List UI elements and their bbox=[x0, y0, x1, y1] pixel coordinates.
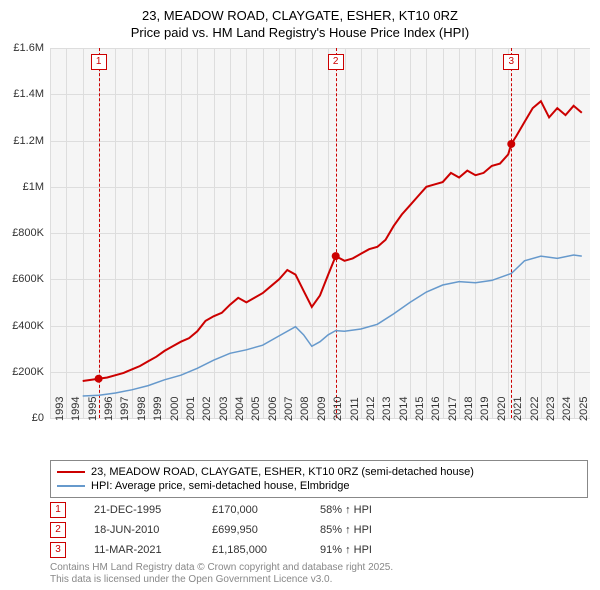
x-tick-label: 2016 bbox=[430, 397, 442, 421]
x-tick-label: 1995 bbox=[87, 397, 99, 421]
y-tick-label: £0 bbox=[0, 412, 44, 424]
x-tick-label: 2010 bbox=[332, 397, 344, 421]
x-tick-label: 2019 bbox=[479, 397, 491, 421]
sales-table: 1 21-DEC-1995 £170,000 58% ↑ HPI 2 18-JU… bbox=[50, 500, 420, 560]
sale-date: 11-MAR-2021 bbox=[94, 544, 184, 556]
sale-marker-icon: 1 bbox=[50, 502, 66, 518]
x-tick-label: 2000 bbox=[169, 397, 181, 421]
sale-marker-icon: 2 bbox=[50, 522, 66, 538]
y-tick-label: £1.4M bbox=[0, 88, 44, 100]
sales-row: 2 18-JUN-2010 £699,950 85% ↑ HPI bbox=[50, 520, 420, 540]
x-tick-label: 2018 bbox=[463, 397, 475, 421]
legend-swatch bbox=[57, 471, 85, 473]
x-tick-label: 2021 bbox=[512, 397, 524, 421]
sale-price: £699,950 bbox=[212, 524, 292, 536]
x-tick-label: 2008 bbox=[299, 397, 311, 421]
x-tick-label: 2023 bbox=[545, 397, 557, 421]
legend-swatch bbox=[57, 485, 85, 487]
x-tick-label: 1999 bbox=[152, 397, 164, 421]
x-tick-label: 2005 bbox=[250, 397, 262, 421]
legend-item: 23, MEADOW ROAD, CLAYGATE, ESHER, KT10 0… bbox=[57, 465, 581, 479]
title-line-1: 23, MEADOW ROAD, CLAYGATE, ESHER, KT10 0… bbox=[0, 8, 600, 25]
legend-label: 23, MEADOW ROAD, CLAYGATE, ESHER, KT10 0… bbox=[91, 466, 474, 478]
x-tick-label: 2007 bbox=[283, 397, 295, 421]
x-tick-label: 2011 bbox=[349, 397, 361, 421]
x-tick-label: 2009 bbox=[316, 397, 328, 421]
y-tick-label: £1.2M bbox=[0, 135, 44, 147]
legend-label: HPI: Average price, semi-detached house,… bbox=[91, 480, 349, 492]
x-tick-label: 2004 bbox=[234, 397, 246, 421]
legend: 23, MEADOW ROAD, CLAYGATE, ESHER, KT10 0… bbox=[50, 460, 588, 498]
sale-price: £1,185,000 bbox=[212, 544, 292, 556]
x-tick-label: 2001 bbox=[185, 397, 197, 421]
legend-item: HPI: Average price, semi-detached house,… bbox=[57, 479, 581, 493]
sale-date: 18-JUN-2010 bbox=[94, 524, 184, 536]
x-tick-label: 2014 bbox=[398, 397, 410, 421]
x-tick-label: 1997 bbox=[119, 397, 131, 421]
x-tick-label: 1996 bbox=[103, 397, 115, 421]
x-tick-label: 2020 bbox=[496, 397, 508, 421]
sale-marker-icon: 3 bbox=[50, 542, 66, 558]
sale-hpi: 91% ↑ HPI bbox=[320, 544, 420, 556]
x-tick-label: 2017 bbox=[447, 397, 459, 421]
x-tick-label: 2025 bbox=[578, 397, 590, 421]
x-tick-label: 1994 bbox=[70, 397, 82, 421]
x-tick-label: 2015 bbox=[414, 397, 426, 421]
chart-title: 23, MEADOW ROAD, CLAYGATE, ESHER, KT10 0… bbox=[0, 0, 600, 42]
footer-line-1: Contains HM Land Registry data © Crown c… bbox=[50, 562, 393, 574]
x-tick-label: 2024 bbox=[561, 397, 573, 421]
sales-row: 1 21-DEC-1995 £170,000 58% ↑ HPI bbox=[50, 500, 420, 520]
chart-lines bbox=[50, 48, 590, 418]
sale-hpi: 58% ↑ HPI bbox=[320, 504, 420, 516]
title-line-2: Price paid vs. HM Land Registry's House … bbox=[0, 25, 600, 42]
footer-attribution: Contains HM Land Registry data © Crown c… bbox=[50, 562, 393, 586]
x-tick-label: 2002 bbox=[201, 397, 213, 421]
y-tick-label: £1M bbox=[0, 181, 44, 193]
x-tick-label: 2022 bbox=[529, 397, 541, 421]
y-tick-label: £600K bbox=[0, 273, 44, 285]
chart-area: 123 £0£200K£400K£600K£800K£1M£1.2M£1.4M£… bbox=[50, 48, 590, 418]
y-tick-label: £800K bbox=[0, 227, 44, 239]
x-tick-label: 1993 bbox=[54, 397, 66, 421]
x-tick-label: 1998 bbox=[136, 397, 148, 421]
x-tick-label: 2012 bbox=[365, 397, 377, 421]
x-tick-label: 2013 bbox=[381, 397, 393, 421]
footer-line-2: This data is licensed under the Open Gov… bbox=[50, 574, 393, 586]
y-tick-label: £200K bbox=[0, 366, 44, 378]
sale-price: £170,000 bbox=[212, 504, 292, 516]
sales-row: 3 11-MAR-2021 £1,185,000 91% ↑ HPI bbox=[50, 540, 420, 560]
sale-date: 21-DEC-1995 bbox=[94, 504, 184, 516]
x-tick-label: 2006 bbox=[267, 397, 279, 421]
sale-hpi: 85% ↑ HPI bbox=[320, 524, 420, 536]
y-tick-label: £400K bbox=[0, 320, 44, 332]
chart-container: 23, MEADOW ROAD, CLAYGATE, ESHER, KT10 0… bbox=[0, 0, 600, 590]
x-tick-label: 2003 bbox=[218, 397, 230, 421]
y-tick-label: £1.6M bbox=[0, 42, 44, 54]
